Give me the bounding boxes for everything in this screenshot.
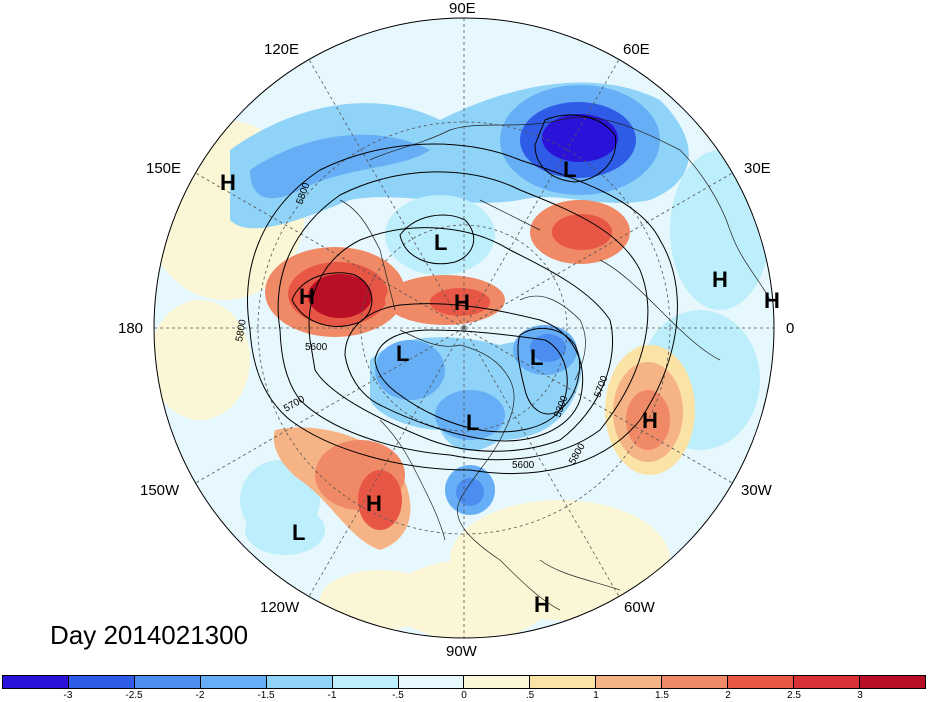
colorbar-segment — [266, 676, 333, 688]
colorbar-segment — [332, 676, 399, 688]
lon-label-0: 0 — [786, 320, 795, 337]
colorbar-tick-label: .5 — [525, 690, 535, 701]
lon-label-120E: 120E — [264, 41, 300, 58]
high-pressure-marker: H — [642, 408, 658, 433]
colorbar-tick-label: -1.5 — [257, 690, 275, 701]
contour-label: 5600 — [512, 460, 535, 471]
lon-label-60E: 60E — [623, 41, 650, 58]
lon-label-150W: 150W — [140, 482, 180, 499]
height-contours — [247, 114, 678, 474]
low-pressure-marker: L — [292, 520, 306, 545]
high-pressure-marker: H — [366, 491, 382, 516]
colorbar-segment — [134, 676, 201, 688]
lon-label-120W: 120W — [260, 599, 300, 616]
colorbar-tick-label: -2 — [195, 690, 205, 701]
colorbar-tick-label: -.5 — [392, 690, 404, 701]
contour-label: 5600 — [305, 342, 328, 353]
map-boundary — [153, 17, 775, 639]
high-pressure-marker: H — [712, 267, 728, 292]
colorbar-tick-label: -3 — [63, 690, 73, 701]
colorbar-segment — [464, 676, 531, 688]
colorbar-segment — [398, 676, 465, 688]
lon-label-150E: 150E — [146, 160, 182, 177]
colorbar-segment — [530, 676, 597, 688]
colorbar-tick-label: 1 — [593, 690, 599, 701]
graticule — [154, 18, 774, 638]
high-pressure-marker: H — [299, 284, 315, 309]
lon-label-60W: 60W — [624, 599, 655, 616]
low-pressure-marker: L — [396, 341, 410, 366]
low-pressure-marker: L — [563, 157, 577, 182]
lon-label-90E: 90E — [449, 0, 476, 17]
colorbar-tick-label: 0 — [461, 690, 467, 701]
colorbar-segment — [68, 676, 135, 688]
colorbar-segment — [200, 676, 267, 688]
coastlines — [339, 117, 771, 611]
low-pressure-marker: L — [434, 230, 448, 255]
lon-label-30E: 30E — [744, 160, 771, 177]
high-pressure-marker: H — [534, 592, 550, 617]
low-pressure-marker: L — [530, 345, 544, 370]
colorbar-segment — [728, 676, 795, 688]
colorbar — [2, 675, 926, 689]
lon-label-90W: 90W — [446, 643, 477, 660]
colorbar-tick-label: 1.5 — [655, 690, 669, 701]
day-label: Day 2014021300 — [50, 620, 249, 650]
colorbar-segment — [596, 676, 663, 688]
high-pressure-marker: H — [220, 170, 236, 195]
colorbar-tick-label: 2 — [725, 690, 731, 701]
colorbar-segment — [859, 676, 925, 688]
colorbar-tick-label: 3 — [857, 690, 863, 701]
lon-label-180: 180 — [118, 320, 144, 337]
contour-label: 5800 — [234, 318, 249, 342]
colorbar-segment — [662, 676, 729, 688]
colorbar-tick-label: -2.5 — [125, 690, 143, 701]
low-pressure-marker: L — [466, 410, 480, 435]
high-pressure-marker: H — [454, 290, 470, 315]
high-pressure-marker: H — [764, 288, 780, 313]
colorbar-tick-label: 2.5 — [787, 690, 801, 701]
lon-label-30W: 30W — [741, 482, 772, 499]
colorbar-tick-label: -1 — [327, 690, 337, 701]
colorbar-segment — [3, 676, 69, 688]
colorbar-segment — [794, 676, 860, 688]
